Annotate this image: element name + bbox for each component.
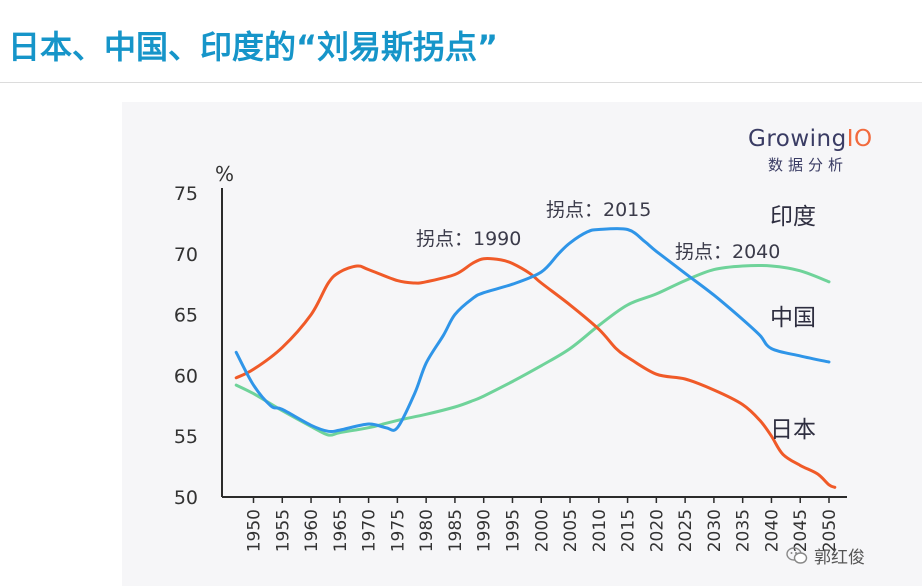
series-india-line bbox=[234, 263, 831, 437]
x-tick-label: 2000 bbox=[532, 509, 552, 552]
x-tick-label: 2035 bbox=[734, 509, 754, 552]
y-tick-label: 65 bbox=[174, 305, 198, 327]
x-tick-label: 2005 bbox=[561, 509, 581, 552]
logo-main-text: Growing bbox=[748, 126, 847, 152]
x-tick-label: 2015 bbox=[619, 509, 639, 552]
logo-accent-text: IO bbox=[846, 126, 873, 152]
x-tick-label: 1960 bbox=[302, 509, 322, 552]
x-tick-label: 2050 bbox=[820, 509, 840, 552]
watermark-text: 郭红俊 bbox=[814, 548, 865, 568]
x-tick-label: 1965 bbox=[331, 509, 351, 552]
logo-subtitle: 数据分析 bbox=[768, 156, 849, 174]
series-label: 日本 bbox=[770, 417, 816, 443]
y-tick-label: 50 bbox=[174, 487, 198, 509]
wechat-watermark: 郭红俊 bbox=[786, 543, 865, 568]
x-tick-label: 1995 bbox=[503, 509, 523, 552]
y-axis-unit-label: % bbox=[215, 162, 234, 186]
y-tick-label: 60 bbox=[174, 365, 198, 387]
title-divider bbox=[0, 82, 922, 83]
page-title: 日本、中国、印度的“刘易斯拐点” bbox=[8, 28, 499, 66]
x-tick-label: 1985 bbox=[446, 509, 466, 552]
x-tick-label: 2040 bbox=[762, 509, 782, 552]
x-tick-label: 2020 bbox=[647, 509, 667, 552]
x-tick-label: 1980 bbox=[417, 509, 437, 552]
x-tick-label: 1955 bbox=[273, 509, 293, 552]
x-tick-label: 2010 bbox=[590, 509, 610, 552]
x-tick-label: 1990 bbox=[475, 509, 495, 552]
y-tick-label: 70 bbox=[174, 244, 198, 266]
x-tick-label: 2025 bbox=[676, 509, 696, 552]
series-label: 中国 bbox=[770, 305, 816, 331]
wechat-icon bbox=[786, 546, 808, 564]
series-japan-line bbox=[234, 257, 837, 489]
growingio-logo: GrowingIO 数据分析 bbox=[748, 126, 878, 175]
x-tick-label: 2030 bbox=[705, 509, 725, 552]
turning-point-annotation: 拐点：2015 bbox=[546, 199, 651, 221]
turning-point-annotation: 拐点：1990 bbox=[416, 228, 521, 250]
chart-axes: 50 55 60 65 70 75% 1950 1955 1960 1965 1970 1975 198… bbox=[174, 162, 847, 552]
x-tick-label: 1950 bbox=[245, 509, 265, 552]
series-layer bbox=[234, 227, 837, 489]
y-tick-label: 75 bbox=[174, 183, 198, 205]
series-china-line bbox=[234, 227, 831, 434]
series-label: 印度 bbox=[770, 204, 816, 230]
turning-point-annotation: 拐点：2040 bbox=[675, 241, 780, 263]
x-tick-label: 1970 bbox=[360, 509, 380, 552]
x-tick-label: 1975 bbox=[388, 509, 408, 552]
x-tick-label: 2045 bbox=[791, 509, 811, 552]
y-tick-label: 55 bbox=[174, 426, 198, 448]
logo-wordmark: GrowingIO bbox=[748, 126, 878, 152]
chart-panel bbox=[122, 102, 922, 586]
